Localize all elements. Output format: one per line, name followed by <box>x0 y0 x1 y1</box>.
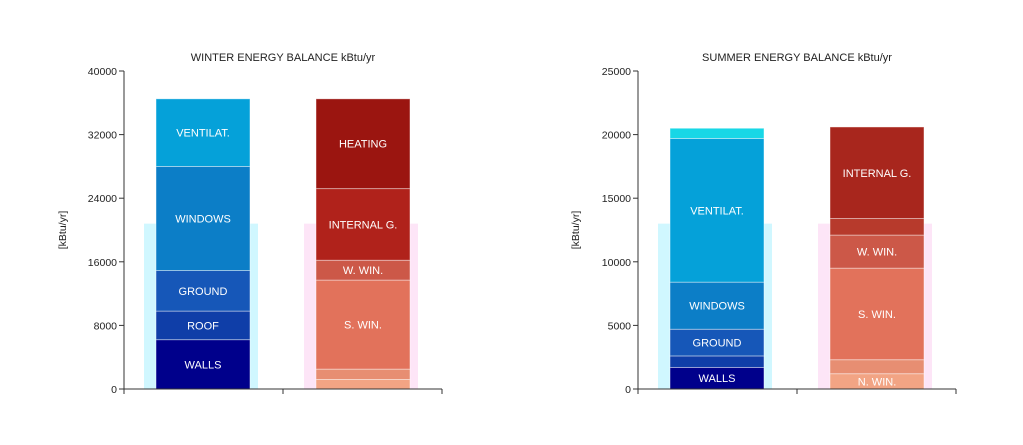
segment-label: W. WIN. <box>857 247 897 259</box>
bar-segment <box>315 279 411 370</box>
chart-title: SUMMER ENERGY BALANCE kBtu/yr <box>702 52 892 64</box>
bar-segment <box>155 310 251 341</box>
y-tick-label: 0 <box>111 384 117 396</box>
y-tick-label: 10000 <box>602 257 631 269</box>
y-tick-label: 25000 <box>602 66 631 78</box>
bar-segment <box>669 355 765 368</box>
bar-segment <box>315 98 411 190</box>
y-tick-label: 15000 <box>602 193 631 205</box>
bar-segment <box>315 379 411 390</box>
bar-segment <box>669 281 765 330</box>
bar-segment <box>155 98 251 167</box>
segment-label: W. WIN. <box>343 265 383 277</box>
segment-label: VENTILAT. <box>690 205 744 217</box>
bar-segment <box>829 359 925 375</box>
segment-label: WINDOWS <box>175 213 231 225</box>
segment-label: N. WIN. <box>858 376 897 388</box>
chart-title: WINTER ENERGY BALANCE kBtu/yr <box>191 52 376 64</box>
segment-label: INTERNAL G. <box>843 168 912 180</box>
segment-label: GROUND <box>179 286 228 298</box>
segment-label: ROOF <box>187 320 219 332</box>
y-axis-label: [kBtu/yr] <box>57 211 69 250</box>
y-tick-label: 20000 <box>602 130 631 142</box>
segment-label: VENTILAT. <box>176 128 230 140</box>
y-tick-label: 16000 <box>88 257 117 269</box>
segment-label: WINDOWS <box>689 301 745 313</box>
y-tick-label: 32000 <box>88 130 117 142</box>
segment-label: WALLS <box>185 359 222 371</box>
bar-segment <box>829 234 925 269</box>
y-axis-label: [kBtu/yr] <box>570 211 582 250</box>
y-tick-label: 5000 <box>608 320 632 332</box>
y-tick-label: 24000 <box>88 193 117 205</box>
segment-label: S. WIN. <box>344 320 382 332</box>
bar-segment <box>155 270 251 312</box>
bar-segment <box>829 218 925 236</box>
segment-label: INTERNAL G. <box>329 219 398 231</box>
bar-segment <box>829 126 925 219</box>
segment-label: S. WIN. <box>858 309 896 321</box>
segment-label: WALLS <box>699 373 736 385</box>
y-tick-label: 0 <box>625 384 631 396</box>
bar-segment <box>315 368 411 380</box>
bar-segment <box>669 127 765 139</box>
y-tick-label: 8000 <box>94 320 118 332</box>
y-tick-label: 40000 <box>88 66 117 78</box>
segment-label: HEATING <box>339 139 387 151</box>
segment-label: GROUND <box>693 338 742 350</box>
bar-segment <box>669 138 765 283</box>
bar-segment <box>669 328 765 357</box>
